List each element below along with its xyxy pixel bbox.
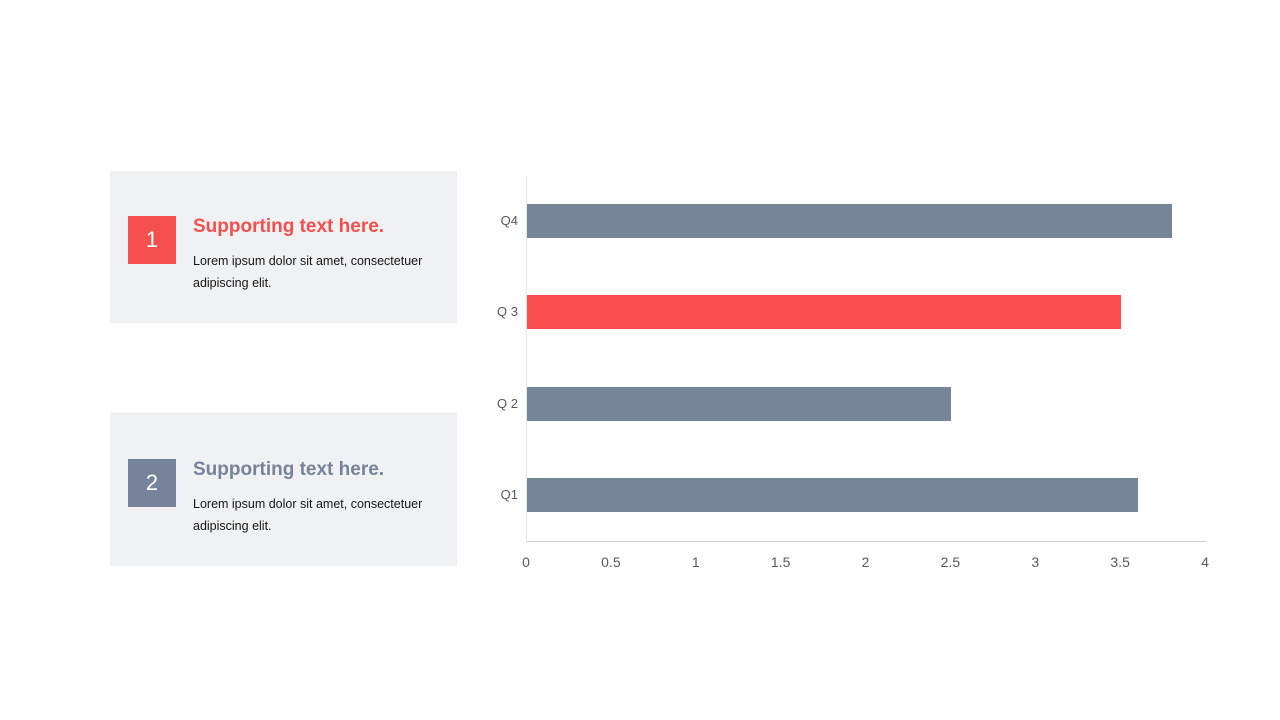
number-badge-2: 2 xyxy=(128,459,176,507)
card-2-body-line-1: Lorem ipsum dolor sit amet, consectetuer xyxy=(193,497,423,511)
x-axis-tick-label-0.5: 0.5 xyxy=(601,554,621,570)
number-badge-1: 1 xyxy=(128,216,176,264)
bar-q4 xyxy=(527,203,1173,238)
card-1-text: Supporting text here. Lorem ipsum dolor … xyxy=(193,217,455,294)
supporting-card-1: 1 Supporting text here. Lorem ipsum dolo… xyxy=(110,171,457,323)
card-1-body-line-2: adipiscing elit. xyxy=(193,276,272,290)
x-axis-tick-label-2: 2 xyxy=(861,554,870,570)
y-axis-label-q2: Q 2 xyxy=(497,395,518,411)
supporting-card-2: 2 Supporting text here. Lorem ipsum dolo… xyxy=(110,413,457,566)
bar-q1 xyxy=(527,478,1139,513)
chart-plot xyxy=(526,175,1206,542)
x-axis-tick-label-0: 0 xyxy=(522,554,530,570)
bar-q2 xyxy=(527,386,952,421)
card-2-heading: Supporting text here. xyxy=(193,459,385,480)
bar-q3 xyxy=(527,295,1122,330)
x-axis-tick-label-4: 4 xyxy=(1201,554,1209,570)
quarterly-bar-chart: Q4 Q 3 Q 2 Q1 0 0.5 1 1.5 2 2.5 3 3.5 4 xyxy=(470,175,1230,590)
chart-y-labels: Q4 Q 3 Q 2 Q1 xyxy=(470,175,518,541)
y-axis-label-q4: Q4 xyxy=(500,212,518,228)
x-axis-tick-label-1: 1 xyxy=(691,554,700,570)
card-2-body: Lorem ipsum dolor sit amet, consectetuer… xyxy=(193,493,455,537)
x-axis-tick-label-2.5: 2.5 xyxy=(940,554,961,570)
x-axis-tick-label-3.5: 3.5 xyxy=(1110,554,1130,570)
card-2-text: Supporting text here. Lorem ipsum dolor … xyxy=(193,460,455,537)
y-axis-label-q1: Q1 xyxy=(500,487,518,503)
y-axis-label-q3: Q 3 xyxy=(497,304,518,320)
card-1-heading: Supporting text here. xyxy=(193,216,385,237)
x-axis-tick-label-3: 3 xyxy=(1031,554,1040,570)
x-axis-tick-label-1.5: 1.5 xyxy=(770,554,791,570)
card-1-body-line-1: Lorem ipsum dolor sit amet, consectetuer xyxy=(193,254,423,268)
chart-x-axis-ticks: 0 0.5 1 1.5 2 2.5 3 3.5 4 xyxy=(522,554,1209,574)
card-1-body: Lorem ipsum dolor sit amet, consectetuer… xyxy=(193,250,455,294)
card-2-body-line-2: adipiscing elit. xyxy=(193,519,272,533)
